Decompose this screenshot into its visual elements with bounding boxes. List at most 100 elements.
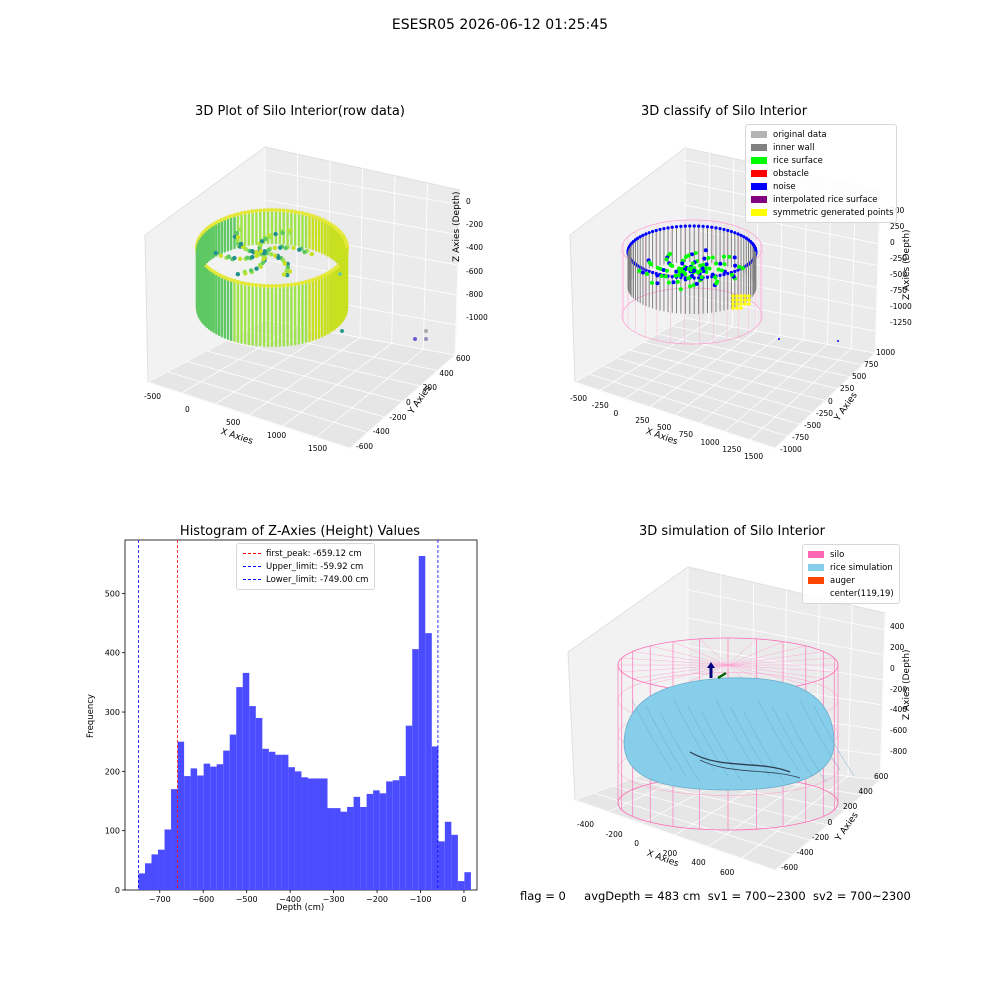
- simulation-x-tick-label: 600: [720, 868, 735, 877]
- classify-symmetric-point: [739, 294, 743, 298]
- histogram-bar: [438, 841, 445, 890]
- classify-noise-point: [739, 233, 743, 237]
- classify-x-tick-label: 0: [613, 408, 619, 418]
- histogram-x-tick-label: −300: [323, 895, 345, 904]
- classify-noise-point: [636, 236, 640, 240]
- histogram-bar: [392, 780, 400, 890]
- classify-noise-point: [662, 227, 666, 231]
- raw-interior-point: [261, 250, 267, 256]
- histogram-bar: [366, 793, 374, 890]
- raw-interior-point: [302, 249, 307, 255]
- classify-surface-point: [655, 281, 660, 286]
- classify-surface-point: [683, 254, 688, 259]
- histogram-bar: [464, 872, 471, 890]
- histogram-bar: [210, 766, 217, 890]
- classify-surface-point: [737, 264, 742, 269]
- simulation-legend-item: silo: [808, 548, 894, 561]
- classify-noise-point: [710, 225, 714, 229]
- classify-symmetric-point: [735, 294, 739, 298]
- histogram-bar: [177, 741, 185, 890]
- raw-point: [320, 274, 325, 279]
- raw-point: [270, 208, 274, 212]
- raw-interior-point: [226, 254, 231, 259]
- classify-z-tick-label: 0: [890, 238, 895, 247]
- classify-legend-label: symmetric generated points: [773, 207, 894, 218]
- raw-point: [258, 283, 263, 288]
- raw-point: [243, 281, 248, 286]
- classify-z-tick-label: -750: [890, 286, 908, 295]
- simulation-z-tick-label: 200: [890, 642, 905, 652]
- classify-surface-point: [703, 248, 708, 253]
- classify-surface-point: [692, 268, 697, 273]
- classify-legend-label: obstacle: [773, 168, 809, 179]
- raw-interior-point: [266, 247, 271, 253]
- rice-mesh-line: [701, 711, 743, 783]
- rice-surface: [623, 677, 835, 791]
- simulation-z-tick-label: -200: [890, 684, 908, 694]
- raw-interior-point: [258, 242, 263, 248]
- classify-surface-point: [663, 274, 668, 279]
- histogram-bar: [255, 717, 263, 890]
- rice-mesh-line: [687, 705, 729, 777]
- classify-plot-title: 3D classify of Silo Interior: [640, 104, 808, 119]
- raw-point: [235, 212, 240, 217]
- classify-legend-swatch: [751, 131, 767, 138]
- raw-outlier-point: [424, 337, 428, 341]
- histogram-bar: [353, 796, 361, 890]
- classify-noise-point: [714, 226, 718, 230]
- raw-y-tick-label: 400: [439, 368, 454, 378]
- raw-point: [254, 283, 259, 288]
- simulation-y-tick-label: 600: [874, 772, 889, 781]
- raw-point-cloud: [195, 208, 349, 348]
- rice-mesh-line: [757, 699, 799, 771]
- raw-z-tick-label: -200: [466, 220, 484, 230]
- raw-point: [222, 275, 227, 280]
- classify-y-tick-label: -250: [816, 408, 834, 418]
- histogram-x-tick-label: −100: [410, 895, 432, 904]
- raw-point: [277, 283, 282, 288]
- simulation-y-tick-label: 200: [843, 802, 858, 812]
- silo-roof-rib: [727, 664, 824, 679]
- raw-y-tick-label: -400: [372, 427, 390, 437]
- raw-interior-point: [245, 255, 250, 260]
- raw-point: [232, 278, 237, 283]
- raw-point: [285, 208, 290, 213]
- classify-symmetric-point: [731, 298, 735, 302]
- silo-roof-rib: [632, 651, 729, 666]
- classify-noise-point: [722, 227, 726, 232]
- raw-point: [232, 213, 237, 218]
- classify-x-tick-label: 1250: [722, 444, 742, 454]
- histogram-x-tick-label: 0: [461, 895, 466, 904]
- raw-point: [314, 276, 319, 281]
- raw-x-tick-label: 1000: [267, 431, 287, 440]
- silo-roof-rib: [727, 638, 757, 666]
- silo-roof-rib: [727, 657, 835, 666]
- histogram-bar: [444, 821, 452, 890]
- histogram-bar: [138, 873, 145, 890]
- histogram-legend-item: Lower_limit: -749.00 cm: [243, 573, 368, 586]
- raw-outlier-point: [338, 272, 342, 276]
- histogram-bar: [242, 672, 250, 890]
- classify-y-tick-label: 500: [852, 372, 867, 382]
- raw-point: [235, 279, 240, 284]
- histogram-bar: [347, 806, 354, 890]
- classify-symmetric-point: [743, 302, 747, 306]
- raw-point: [225, 276, 230, 281]
- classify-noise-point: [733, 231, 737, 235]
- silo-roof-rib: [727, 641, 784, 666]
- raw-point: [307, 213, 312, 218]
- classify-noise-point: [658, 227, 662, 232]
- raw-point: [300, 211, 305, 216]
- status-line: flag = 0 avgDepth = 483 cm sv1 = 700~230…: [520, 889, 911, 903]
- histogram-bar: [399, 776, 406, 890]
- simulation-y-tick-label: -400: [796, 847, 814, 857]
- classify-surface-point: [716, 267, 721, 272]
- histogram-bar: [262, 748, 269, 890]
- raw-interior-point: [238, 227, 243, 232]
- raw-x-tick-label: 1500: [308, 444, 328, 453]
- raw-point: [262, 283, 267, 288]
- raw-x-tick-label: 0: [185, 405, 190, 414]
- classify-y-tick-label: 1000: [876, 348, 896, 357]
- raw-interior-point: [281, 272, 287, 277]
- raw-point: [304, 279, 309, 284]
